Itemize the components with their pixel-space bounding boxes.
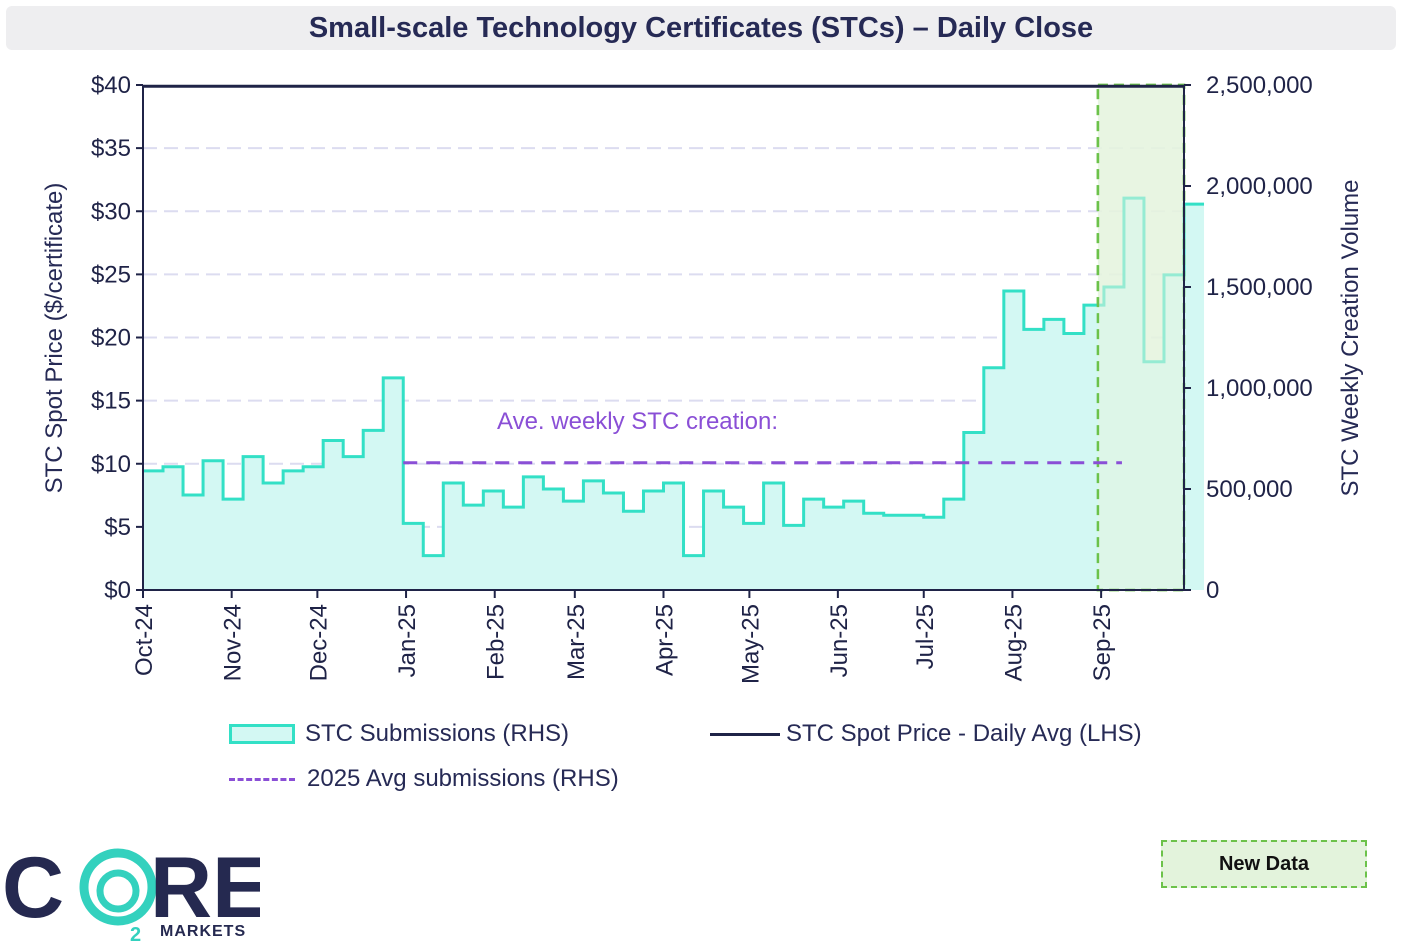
- stc-chart: $0 $5 $10 $15 $20 $25 $30 $35 $40 0 500,000 1,000,…: [41, 72, 1364, 684]
- x-tick-label: May-25: [737, 604, 764, 684]
- svg-text:RE: RE: [150, 840, 260, 936]
- legend-stc-submissions: STC Submissions (RHS): [229, 720, 569, 748]
- left-axis-title: STC Spot Price ($/certificate): [41, 183, 68, 494]
- right-tick-label: 0: [1206, 577, 1219, 604]
- left-tick-label: $25: [91, 261, 131, 288]
- legend-avg-submissions: 2025 Avg submissions (RHS): [229, 765, 619, 793]
- right-tick-label: 1,500,000: [1206, 274, 1313, 301]
- stc-submissions-line: [143, 196, 1205, 558]
- right-tick-label: 500,000: [1206, 476, 1293, 503]
- x-tick-label: Oct-24: [131, 604, 158, 676]
- right-axis-ticks: 0 500,000 1,000,000 1,500,000 2,000,000 2,500…: [1184, 72, 1313, 604]
- legend-area-swatch: [229, 724, 295, 744]
- new-data-overlay: [1096, 83, 1186, 592]
- left-tick-label: $0: [104, 577, 131, 604]
- chart-title: Small-scale Technology Certificates (STC…: [308, 11, 1094, 44]
- right-tick-label: 2,000,000: [1206, 173, 1313, 200]
- x-tick-label: Dec-24: [305, 604, 332, 681]
- right-tick-label: 2,500,000: [1206, 72, 1313, 99]
- x-tick-label: Feb-25: [483, 604, 510, 680]
- legend-label: 2025 Avg submissions (RHS): [307, 765, 619, 792]
- x-tick-label: Aug-25: [1000, 604, 1027, 681]
- logo-graphic: C 2 RE: [2, 840, 269, 946]
- x-tick-label: Mar-25: [563, 604, 590, 680]
- svg-text:C: C: [2, 840, 64, 936]
- x-tick-label: Jun-25: [826, 604, 853, 677]
- legend-spot-price: STC Spot Price - Daily Avg (LHS): [710, 720, 1142, 748]
- x-tick-label: Sep-25: [1089, 604, 1116, 681]
- right-tick-label: 1,000,000: [1206, 375, 1313, 402]
- svg-text:2: 2: [130, 924, 141, 945]
- right-axis-title: STC Weekly Creation Volume: [1337, 179, 1364, 496]
- x-tick-label: Jan-25: [394, 604, 421, 677]
- core-markets-logo: C 2 RE MARKETS: [0, 835, 269, 946]
- logo-subtitle: MARKETS: [160, 923, 247, 940]
- avg-annotation: Ave. weekly STC creation:: [497, 408, 778, 435]
- left-tick-label: $5: [104, 514, 131, 541]
- legend-dash-swatch: [229, 777, 295, 781]
- legend-line-swatch: [710, 732, 780, 736]
- left-tick-label: $30: [91, 198, 131, 225]
- x-axis-ticks: Oct-24 Nov-24 Dec-24 Jan-25 Feb-25 Mar-25 Apr-…: [131, 590, 1116, 684]
- new-data-legend: New Data: [1161, 840, 1367, 888]
- left-tick-label: $40: [91, 72, 131, 99]
- left-tick-label: $10: [91, 451, 131, 478]
- x-tick-label: Nov-24: [220, 604, 247, 681]
- legend-label: STC Spot Price - Daily Avg (LHS): [786, 720, 1142, 747]
- x-tick-label: Jul-25: [912, 604, 939, 669]
- x-tick-label: Apr-25: [652, 604, 679, 676]
- chart-title-bar: Small-scale Technology Certificates (STC…: [6, 6, 1396, 50]
- left-tick-label: $15: [91, 388, 131, 415]
- stc-submissions-area: [143, 198, 1205, 590]
- left-tick-label: $20: [91, 325, 131, 352]
- legend-label: STC Submissions (RHS): [305, 720, 570, 747]
- left-tick-label: $35: [91, 135, 131, 162]
- left-axis-ticks: $0 $5 $10 $15 $20 $25 $30 $35 $40: [91, 72, 143, 604]
